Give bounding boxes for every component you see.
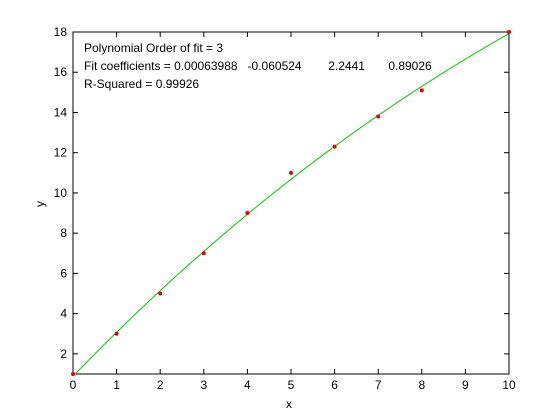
x-tick-label-6: 6 <box>331 378 338 392</box>
plot-area <box>72 31 510 375</box>
x-tick-label-7: 7 <box>375 378 382 392</box>
annotation-r-squared: R-Squared = 0.99926 <box>84 77 199 91</box>
x-tick-label-4: 4 <box>244 378 251 392</box>
x-tick-label-0: 0 <box>70 378 77 392</box>
data-point-0 <box>71 372 75 376</box>
data-point-7 <box>376 114 381 119</box>
y-tick-label-8: 18 <box>54 25 68 39</box>
fit-curve-layer <box>72 33 510 377</box>
data-point-5 <box>289 170 293 175</box>
y-tick-label-7: 16 <box>54 65 68 79</box>
data-point-9 <box>507 30 511 34</box>
y-axis-label: y <box>33 201 47 207</box>
data-point-4 <box>245 211 250 216</box>
annotation-coefficients: Fit coefficients = 0.00063988 -0.060524 … <box>84 59 432 73</box>
x-tick-label-3: 3 <box>200 378 207 392</box>
y-tick-label-1: 4 <box>60 307 67 321</box>
x-tick-label-1: 1 <box>113 378 120 392</box>
fit-curve <box>72 33 510 377</box>
x-tick-label-2: 2 <box>157 378 164 392</box>
data-point-2 <box>158 291 163 296</box>
y-tick-label-0: 2 <box>60 347 67 361</box>
x-tick-label-9: 9 <box>462 378 469 392</box>
data-point-1 <box>114 331 119 336</box>
y-tick-label-3: 8 <box>60 226 67 240</box>
y-tick-label-6: 14 <box>54 105 68 119</box>
x-tick-label-8: 8 <box>418 378 425 392</box>
annotation-order: Polynomial Order of fit = 3 <box>84 41 223 55</box>
data-point-3 <box>201 251 206 256</box>
data-points-layer <box>71 30 511 376</box>
y-tick-label-5: 12 <box>54 146 68 160</box>
data-point-8 <box>419 88 424 93</box>
y-tick-label-4: 10 <box>54 186 68 200</box>
x-tick-label-5: 5 <box>288 378 295 392</box>
data-point-6 <box>332 144 337 149</box>
x-tick-label-10: 10 <box>502 378 516 392</box>
x-axis-label: x <box>286 397 292 411</box>
y-tick-label-2: 6 <box>60 266 67 280</box>
fit-annotation: Polynomial Order of fit = 3 Fit coeffici… <box>84 41 432 91</box>
